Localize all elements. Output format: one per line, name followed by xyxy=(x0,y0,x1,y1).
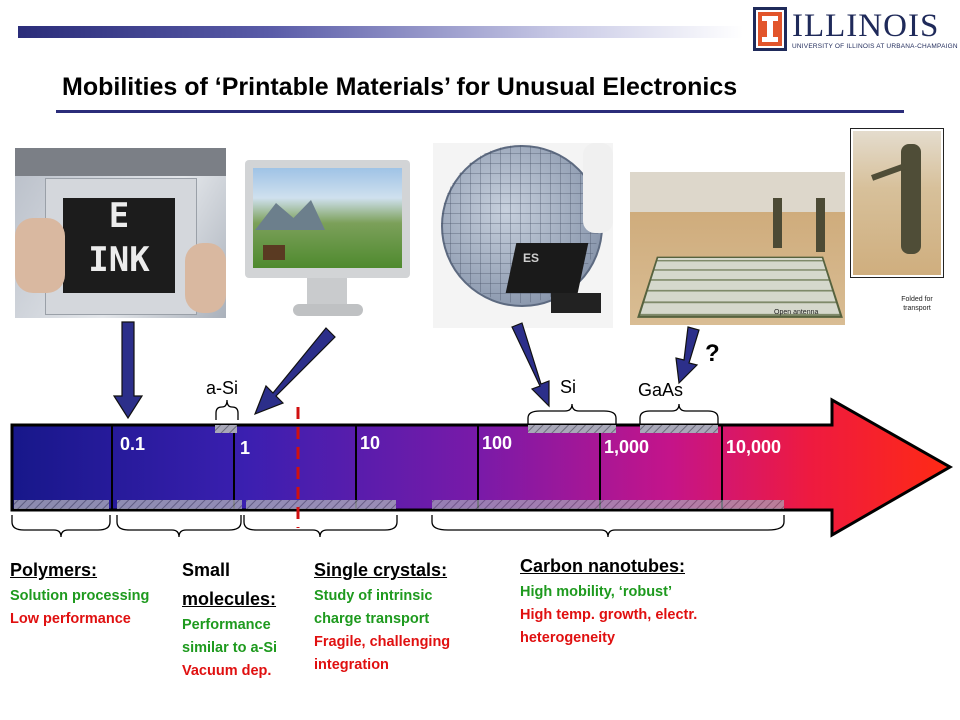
si-range-bar xyxy=(528,425,616,433)
small-molecules-heading-line2: molecules: xyxy=(182,589,277,609)
antenna-pointer-arrow xyxy=(675,326,700,385)
illinois-i-logo-icon xyxy=(753,7,787,51)
nanotubes-block: Carbon nanotubes: High mobility, ‘robust… xyxy=(520,552,697,650)
nanotubes-con-1: High temp. growth, electr. xyxy=(520,607,698,623)
page-title: Mobilities of ‘Printable Materials’ for … xyxy=(62,73,738,101)
logo-wordmark: ILLINOIS xyxy=(792,8,940,44)
tick-label: 10 xyxy=(360,433,381,453)
header-bar xyxy=(18,26,743,38)
single-crystals-heading: Single crystals: xyxy=(314,560,448,580)
nanotubes-range-bar xyxy=(432,500,784,509)
small-molecules-bracket xyxy=(116,515,242,538)
folded-photo xyxy=(850,128,944,278)
single-crystals-bracket xyxy=(243,515,398,538)
tick-label: 1 xyxy=(240,438,251,458)
single-crystals-con-1: Fragile, challenging xyxy=(314,634,451,650)
si-bracket xyxy=(527,403,617,424)
tick-label: 1,000 xyxy=(604,437,650,457)
polymers-heading: Polymers: xyxy=(10,560,98,580)
polymers-block: Polymers: Solution processing Low perfor… xyxy=(10,556,149,631)
a-si-range-bar xyxy=(215,425,237,433)
single-crystals-pro-2: charge transport xyxy=(314,611,430,627)
logo-subtext: UNIVERSITY OF ILLINOIS AT URBANA-CHAMPAI… xyxy=(792,43,958,50)
single-crystals-con-2: integration xyxy=(314,657,389,673)
small-molecules-con: Vacuum dep. xyxy=(182,663,272,679)
eink-photo: E INK xyxy=(15,148,226,318)
polymers-pro: Solution processing xyxy=(10,588,150,604)
gaas-bracket xyxy=(639,403,719,424)
chip-label: ES xyxy=(523,251,540,265)
polymers-bracket xyxy=(11,515,111,538)
polymers-range-bar xyxy=(14,500,109,509)
nanotubes-heading: Carbon nanotubes: xyxy=(520,556,685,576)
tick-label: 100 xyxy=(482,433,513,453)
tick-label: 10,000 xyxy=(726,437,782,457)
eink-letters-top: E xyxy=(108,196,130,236)
nanotubes-pro: High mobility, ‘robust’ xyxy=(520,584,672,600)
nanotubes-bracket xyxy=(431,515,785,538)
nanotubes-con-2: heterogeneity xyxy=(520,630,616,646)
a-si-label: a-Si xyxy=(206,378,239,398)
antenna-photo: Open antenna xyxy=(630,172,845,325)
question-mark: ? xyxy=(705,340,720,367)
wafer-pointer-arrow xyxy=(511,322,550,408)
small-molecules-heading-line1: Small xyxy=(182,560,231,580)
small-molecules-block: Small molecules: Performance similar to … xyxy=(182,556,277,683)
title-rule xyxy=(56,110,904,113)
a-si-bracket xyxy=(215,399,239,420)
small-molecules-pro-2: similar to a-Si xyxy=(182,640,278,656)
single-crystals-pro-1: Study of intrinsic xyxy=(314,588,433,604)
eink-pointer-arrow xyxy=(112,321,144,420)
wafer-photo: ES xyxy=(433,143,613,328)
folded-caption: Folded for transport xyxy=(901,296,933,312)
single-crystals-block: Single crystals: Study of intrinsic char… xyxy=(314,556,450,677)
gaas-label: GaAs xyxy=(638,380,684,400)
polymers-con: Low performance xyxy=(10,611,131,627)
monitor-pointer-arrow xyxy=(253,327,336,416)
single-crystals-range-bar xyxy=(246,500,396,509)
si-label: Si xyxy=(560,377,577,397)
antenna-caption: Open antenna xyxy=(774,309,819,316)
tick-label: 0.1 xyxy=(120,434,146,454)
small-molecules-pro-1: Performance xyxy=(182,617,271,633)
mobility-arrow xyxy=(10,397,954,538)
small-molecules-range-bar xyxy=(117,500,242,509)
gaas-range-bar xyxy=(640,425,718,433)
monitor-photo xyxy=(245,160,410,323)
eink-letters-bottom: INK xyxy=(88,240,150,280)
